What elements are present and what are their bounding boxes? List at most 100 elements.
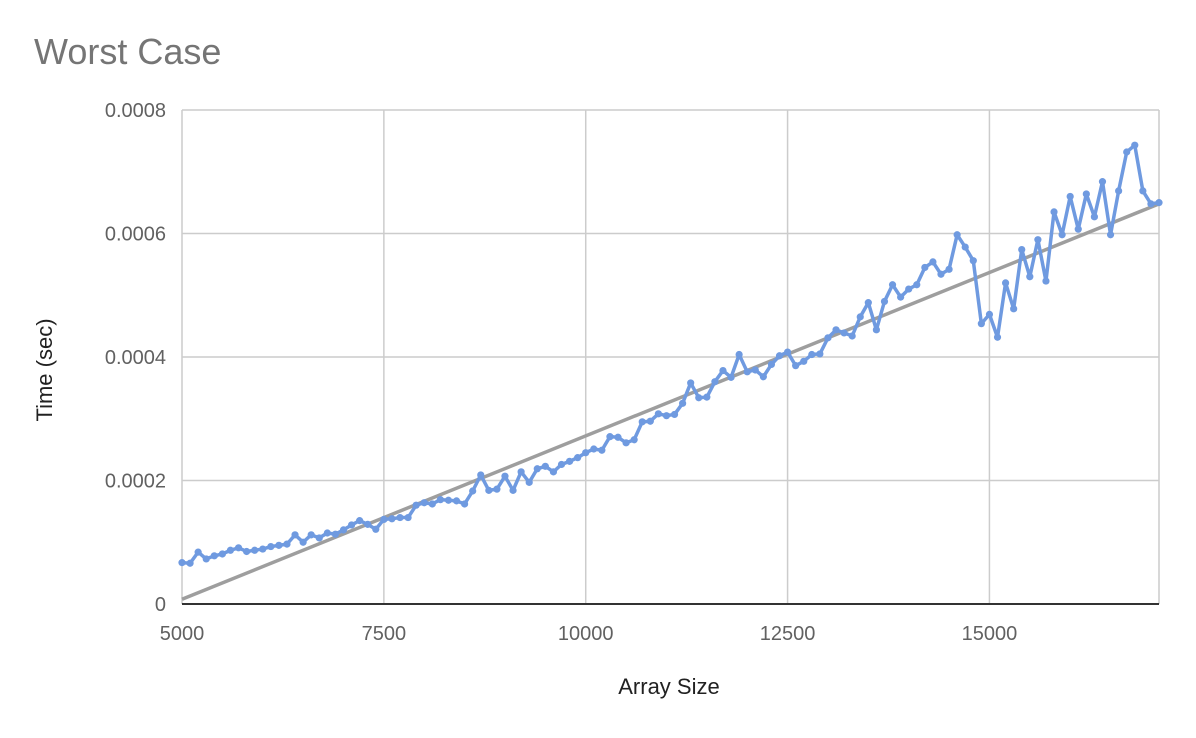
data-point [921, 263, 929, 272]
data-point [905, 285, 913, 293]
data-point [315, 534, 323, 542]
data-point [380, 515, 388, 524]
data-point [606, 433, 614, 441]
x-axis-label: Array Size [618, 674, 719, 699]
data-point [477, 471, 485, 479]
data-point [719, 366, 727, 375]
data-point [913, 281, 921, 289]
x-tick-label: 7500 [362, 623, 407, 645]
data-point [1098, 178, 1107, 186]
data-point [226, 546, 235, 554]
data-point [590, 445, 598, 453]
data-point [961, 243, 969, 251]
data-point [783, 348, 792, 356]
data-point [670, 410, 679, 419]
data-point [856, 313, 864, 321]
data-point [1106, 231, 1115, 239]
series-points [178, 141, 1163, 567]
y-axis-label: Time (sec) [32, 318, 57, 421]
data-point [1066, 192, 1074, 201]
data-point [1123, 148, 1131, 156]
data-point [267, 542, 275, 551]
data-point [630, 436, 638, 444]
y-tick-label: 0.0008 [105, 100, 166, 122]
data-point [872, 326, 880, 334]
data-point [364, 520, 372, 528]
data-point [509, 486, 517, 494]
data-point [695, 394, 703, 402]
data-point [517, 468, 525, 476]
data-point [638, 418, 646, 426]
data-point [420, 499, 428, 507]
data-point [307, 531, 315, 539]
x-tick-label: 15000 [962, 623, 1018, 645]
data-point [1058, 231, 1066, 239]
data-point [775, 352, 784, 360]
data-point [1155, 199, 1163, 207]
data-point [687, 379, 695, 387]
data-point [582, 449, 590, 457]
series-line [181, 143, 1160, 565]
data-point [832, 326, 840, 334]
x-gridlines [181, 110, 1160, 604]
data-point [242, 547, 251, 556]
data-point [985, 310, 994, 318]
x-tick-label: 10000 [558, 623, 614, 645]
data-point [598, 446, 606, 454]
data-point [816, 350, 824, 358]
data-point [178, 559, 186, 567]
data-point [969, 257, 977, 265]
data-point [218, 550, 226, 558]
data-point [493, 485, 501, 493]
data-point [549, 468, 558, 476]
data-point [283, 540, 291, 548]
data-point [711, 378, 719, 386]
data-point [880, 297, 889, 306]
data-point [679, 399, 687, 407]
x-tick-labels: 5000 7500 10000 12500 15000 [160, 623, 1018, 645]
y-tick-label: 0.0002 [105, 471, 166, 493]
data-point [396, 513, 404, 522]
data-point [792, 362, 800, 370]
data-point [953, 231, 961, 239]
trendline [181, 202, 1160, 601]
data-point [945, 265, 953, 273]
data-point [929, 258, 937, 266]
data-point [234, 544, 243, 552]
data-point [1074, 225, 1082, 233]
data-point [574, 454, 582, 462]
data-point [1131, 141, 1139, 149]
x-tick-label: 5000 [160, 623, 205, 645]
data-point [186, 559, 194, 567]
data-point [323, 529, 331, 537]
data-point [1115, 187, 1123, 195]
data-point [662, 412, 671, 420]
data-point [275, 541, 283, 549]
data-point [565, 457, 574, 465]
data-point [299, 538, 307, 546]
data-point [808, 350, 816, 359]
data-point [1139, 187, 1147, 195]
data-point [428, 500, 436, 508]
data-point [452, 497, 461, 505]
data-point [347, 521, 356, 529]
data-point [469, 487, 477, 495]
data-point [436, 496, 444, 504]
y-tick-label: 0 [155, 594, 166, 616]
y-tick-labels: 0 0.0002 0.0004 0.0006 0.0008 [105, 100, 166, 616]
data-point [1050, 208, 1058, 216]
data-point [461, 500, 469, 508]
data-point [937, 270, 945, 278]
data-point [646, 417, 654, 425]
data-point [372, 525, 380, 533]
data-point [331, 530, 340, 538]
data-point [557, 460, 566, 469]
y-gridlines [182, 109, 1159, 482]
data-point [977, 320, 985, 328]
data-point [291, 531, 299, 539]
data-point [824, 334, 832, 342]
data-point [759, 373, 767, 381]
chart-title: Worst Case [34, 31, 221, 72]
data-point [388, 515, 396, 523]
